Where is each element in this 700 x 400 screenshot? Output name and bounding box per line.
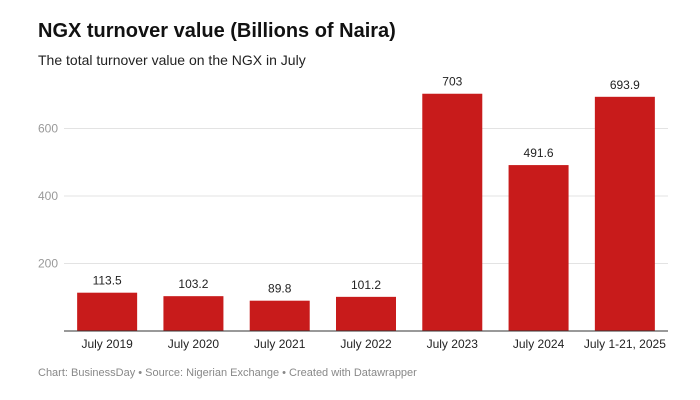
data-label: 113.5: [93, 274, 122, 288]
x-tick-label: July 2021: [254, 337, 306, 351]
x-tick-label: July 2024: [513, 337, 565, 351]
data-label: 103.2: [178, 277, 208, 291]
x-tick-label: July 2022: [340, 337, 392, 351]
y-tick-label: 400: [38, 189, 58, 203]
chart-subtitle: The total turnover value on the NGX in J…: [38, 52, 306, 68]
x-tick-label: July 2019: [81, 337, 133, 351]
bar[interactable]: [508, 165, 569, 331]
bar[interactable]: [163, 296, 224, 331]
data-label: 89.8: [268, 282, 292, 296]
bar[interactable]: [336, 296, 396, 331]
bar[interactable]: [77, 292, 138, 331]
x-tick-label: July 1-21, 2025: [584, 337, 666, 351]
bar[interactable]: [249, 300, 310, 331]
data-label: 101.2: [351, 278, 381, 292]
chart-title: NGX turnover value (Billions of Naira): [38, 20, 396, 42]
bar[interactable]: [422, 93, 483, 331]
y-tick-label: 200: [38, 257, 58, 271]
data-label: 703: [442, 75, 462, 89]
x-tick-label: July 2023: [427, 337, 479, 351]
chart-footer: Chart: BusinessDay • Source: Nigerian Ex…: [38, 367, 417, 379]
y-tick-label: 600: [38, 122, 58, 136]
data-label: 693.9: [610, 78, 640, 92]
bar[interactable]: [594, 96, 655, 331]
data-label: 491.6: [524, 146, 554, 160]
x-tick-label: July 2020: [168, 337, 220, 351]
